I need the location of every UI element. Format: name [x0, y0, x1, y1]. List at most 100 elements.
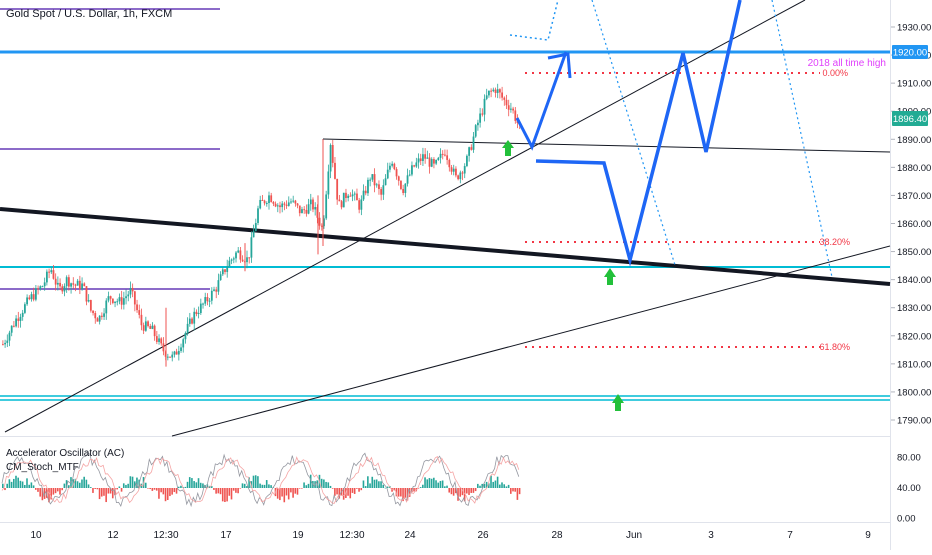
ac-histogram-bar: [186, 481, 189, 488]
ascending-trendline-steep[interactable]: [4, 0, 806, 433]
ac-histogram-bar: [320, 478, 323, 488]
candle-body: [26, 297, 28, 305]
ac-histogram-bar: [290, 488, 292, 493]
dotted-projection-top[interactable]: [509, 0, 559, 41]
green-up-arrow-2[interactable]: [604, 268, 616, 285]
green-up-arrow-1[interactable]: [502, 140, 514, 156]
candle-body: [389, 165, 391, 170]
candle-body: [87, 300, 90, 302]
candle-body: [199, 303, 202, 314]
candle-body: [505, 99, 508, 106]
candle-body: [6, 340, 9, 343]
candle-body: [213, 289, 215, 291]
time-tick-label: 10: [30, 530, 42, 541]
neckline-horizontal-trendline[interactable]: [322, 138, 891, 153]
ac-histogram-bar: [10, 481, 13, 488]
ac-histogram-bar: [257, 476, 259, 488]
forecast-drawings: [509, 0, 833, 278]
ac-histogram-bar: [457, 488, 459, 501]
candle-body: [180, 347, 182, 351]
candle-body: [232, 258, 235, 260]
ac-histogram-bar: [197, 478, 200, 488]
ac-histogram-bar: [171, 488, 173, 495]
ascending-trendline-shallow[interactable]: [171, 245, 891, 437]
candle-body: [254, 222, 257, 232]
candle-body: [419, 158, 422, 161]
ac-histogram-bar: [17, 477, 19, 488]
candle-body: [424, 154, 427, 159]
ac-histogram-bar: [514, 488, 517, 492]
ac-histogram-bar: [52, 488, 55, 495]
blue-path-up[interactable]: [515, 51, 568, 151]
candle-body: [393, 163, 396, 170]
ac-histogram-bar: [395, 488, 398, 497]
candle-body: [468, 147, 471, 156]
time-tick-label: 19: [292, 530, 304, 541]
candle-body: [294, 200, 297, 204]
candle-body: [208, 300, 211, 302]
ac-histogram-bar: [503, 484, 506, 488]
ac-histogram-bar: [30, 482, 33, 488]
candle-body: [151, 325, 154, 329]
fib-label-61-8: 61.80%: [819, 342, 850, 352]
dotted-projection-channel-a[interactable]: [591, 0, 676, 266]
candle-body: [105, 300, 108, 314]
candle-body: [501, 92, 504, 98]
indicator-axis: 80.00 40.00 0.00: [897, 453, 921, 525]
candle-body: [85, 286, 88, 302]
candle-body: [461, 172, 464, 174]
candle-body: [81, 283, 83, 290]
ac-histogram-bar: [276, 488, 279, 499]
ac-histogram-bar: [433, 477, 435, 488]
candle-body: [336, 178, 339, 200]
candle-body: [334, 162, 336, 179]
candle-body: [422, 154, 424, 161]
dotted-projection-channel-b[interactable]: [771, 0, 833, 278]
candle-body: [397, 176, 400, 181]
ac-histogram-bar: [303, 482, 305, 488]
ac-histogram-bar: [221, 488, 224, 502]
candle-body: [305, 209, 308, 214]
candle-body: [116, 301, 119, 303]
ac-histogram-bar: [54, 488, 57, 494]
time-axis[interactable]: 10 12 12:30 17 19 12:30 24 26 28 Jun 3 7 9: [30, 530, 871, 541]
ac-histogram-bar: [259, 483, 261, 488]
indicator-pane[interactable]: [1, 452, 521, 508]
ac-histogram-bar: [67, 485, 70, 488]
ac-histogram-bar: [263, 484, 266, 488]
black-descending-trendline[interactable]: [0, 207, 891, 286]
candle-body: [375, 184, 378, 186]
candle-body: [114, 301, 116, 303]
candle-body: [39, 286, 42, 290]
price-tick-label: 1890.00: [897, 135, 931, 146]
ac-histogram-bar: [210, 486, 213, 488]
candle-body: [490, 90, 493, 92]
ac-histogram-bar: [452, 488, 455, 496]
ac-histogram-bar: [41, 488, 44, 501]
ac-histogram-bar: [133, 481, 136, 488]
candle-body: [184, 332, 187, 340]
ac-histogram-bar: [175, 488, 178, 494]
green-up-arrow-3[interactable]: [612, 394, 624, 411]
candle-body: [177, 350, 180, 355]
ac-histogram-bar: [173, 488, 176, 493]
ac-histogram-bar: [417, 488, 420, 489]
blue-path-projection[interactable]: [535, 0, 742, 267]
ac-histogram-bar: [76, 481, 79, 488]
candle-body: [325, 194, 328, 219]
ac-histogram-bar: [492, 481, 495, 488]
ac-histogram-bar: [228, 488, 231, 496]
candle-body: [63, 286, 66, 292]
candle-body: [386, 169, 389, 179]
price-tick-label: 1880.00: [897, 163, 931, 174]
candle-body: [351, 194, 354, 197]
ac-histogram-bar: [37, 488, 39, 492]
candle-body: [380, 189, 383, 195]
ac-histogram-bar: [309, 474, 312, 488]
ac-histogram-bar: [477, 483, 479, 488]
ac-histogram-bar: [501, 482, 503, 488]
price-axis[interactable]: 1930.001920.001910.001900.001890.001880.…: [891, 23, 931, 427]
price-tick-label: 1850.00: [897, 247, 931, 258]
candle-body: [204, 297, 207, 304]
